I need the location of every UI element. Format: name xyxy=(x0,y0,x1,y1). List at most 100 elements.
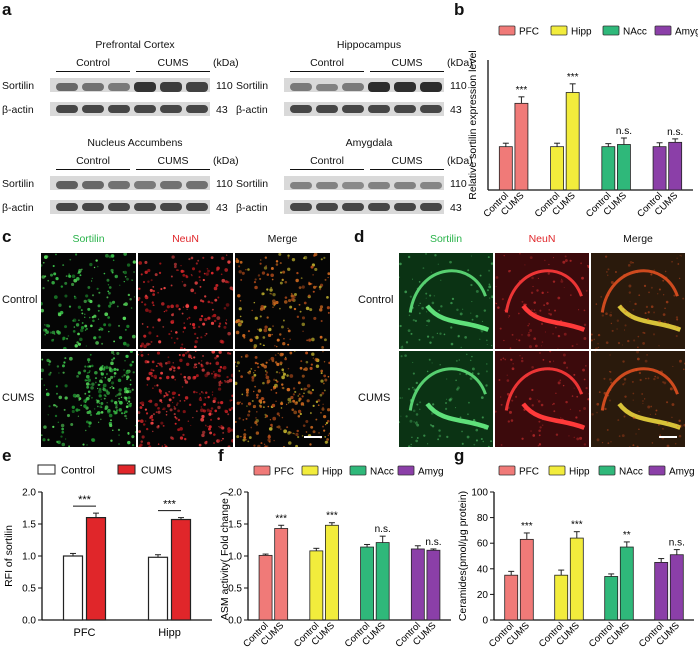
target-kda: 110 xyxy=(450,80,467,92)
legend-label: Control xyxy=(61,465,95,477)
target-band xyxy=(82,83,104,92)
blot-control-label: Control xyxy=(76,57,110,69)
target-band xyxy=(160,82,182,92)
actin-band xyxy=(56,105,78,113)
loading-label: β-actin xyxy=(236,104,268,116)
d-col-label: Sortilin xyxy=(429,233,463,245)
significance-label: *** xyxy=(326,511,338,522)
bar xyxy=(170,518,192,621)
c-col-label: NeuN xyxy=(172,233,199,245)
target-band xyxy=(134,82,156,92)
target-label: Sortilin xyxy=(2,178,35,190)
c-image-tile xyxy=(138,253,233,349)
bar xyxy=(85,516,107,621)
target-blot-strip xyxy=(50,176,210,190)
loading-label: β-actin xyxy=(2,202,34,214)
significance-label: ** xyxy=(623,530,631,541)
actin-band xyxy=(316,105,338,113)
control-lane-line xyxy=(290,71,364,72)
c-image-tile xyxy=(138,351,233,447)
target-label: Sortilin xyxy=(236,80,269,92)
y-tick-label: 1.5 xyxy=(228,520,242,531)
c-image-tile xyxy=(41,351,136,447)
bar xyxy=(569,537,584,621)
bar xyxy=(652,146,667,191)
cums-lane-line xyxy=(370,71,444,72)
loading-blot-strip xyxy=(284,102,444,116)
actin-band xyxy=(420,203,442,211)
target-band xyxy=(420,82,442,92)
d-col-label: Merge xyxy=(623,233,653,245)
target-kda: 110 xyxy=(450,178,467,190)
bar xyxy=(325,524,339,621)
target-band xyxy=(56,180,78,190)
c-row-label: Control xyxy=(2,294,38,306)
y-tick-label: 0.0 xyxy=(228,616,242,627)
loading-blot-strip xyxy=(50,200,210,214)
panel-letter-g: g xyxy=(454,446,465,465)
loading-kda: 43 xyxy=(450,202,462,214)
y-tick-label: 1.0 xyxy=(228,552,242,563)
blot-region-title: Nucleus Accumbens xyxy=(87,137,183,149)
legend-label: CUMS xyxy=(141,465,172,477)
bar xyxy=(410,548,425,621)
legend-swatch xyxy=(253,465,271,476)
bar xyxy=(309,550,324,621)
target-blot-strip xyxy=(50,78,210,92)
target-band xyxy=(290,181,312,189)
legend-swatch xyxy=(117,464,136,475)
y-tick-label: 40 xyxy=(477,564,489,575)
kda-label: (kDa) xyxy=(213,155,239,167)
blot-region-title: Prefrontal Cortex xyxy=(95,39,175,51)
blot-cums-label: CUMS xyxy=(157,155,189,167)
actin-band xyxy=(160,203,182,211)
y-tick-label: 2.0 xyxy=(228,488,242,499)
target-kda: 110 xyxy=(216,80,233,92)
cums-lane-line xyxy=(136,71,210,72)
target-band xyxy=(56,83,78,92)
bar xyxy=(514,102,529,191)
c-col-label: Merge xyxy=(267,233,298,245)
target-band xyxy=(420,181,442,189)
kda-label: (kDa) xyxy=(213,57,239,69)
actin-band xyxy=(56,203,78,211)
bar xyxy=(617,144,631,191)
loading-label: β-actin xyxy=(2,104,34,116)
actin-band xyxy=(82,203,104,211)
significance-label: n.s. xyxy=(667,127,683,138)
target-band xyxy=(108,83,130,92)
panel-letter-d: d xyxy=(354,227,365,246)
legend-label: NAcc xyxy=(619,467,643,478)
chart-e: 0.0 0.5 1.0 1.5 2.0 RFI of sortilin Control CUM… xyxy=(3,464,212,639)
bar xyxy=(669,554,684,621)
legend-label: Amyg xyxy=(675,27,698,38)
d-row-label: CUMS xyxy=(358,392,391,404)
legend-label: Hipp xyxy=(569,467,590,478)
y-tick-label: 0 xyxy=(482,616,488,627)
loading-label: β-actin xyxy=(236,202,268,214)
legend-swatch xyxy=(654,25,672,36)
target-label: Sortilin xyxy=(2,80,35,92)
panel-letter-e: e xyxy=(2,446,12,465)
significance-label: *** xyxy=(516,85,528,96)
bar xyxy=(360,546,374,621)
y-axis-label: RFI of sortilin xyxy=(3,525,15,587)
legend-swatch xyxy=(648,465,666,476)
loading-blot-strip xyxy=(50,102,210,116)
significance-label: *** xyxy=(163,499,177,511)
legend-label: Hipp xyxy=(322,467,343,478)
significance-label: n.s. xyxy=(425,537,441,548)
bar xyxy=(601,146,616,191)
y-tick-label: 100 xyxy=(471,488,488,499)
panel-letter-b: b xyxy=(454,0,465,19)
legend-label: Amyg xyxy=(669,467,695,478)
target-band xyxy=(316,83,338,91)
c-col-label: Sortilin xyxy=(72,233,105,245)
bar xyxy=(565,92,580,191)
c-row-label: CUMS xyxy=(2,392,35,404)
loading-kda: 43 xyxy=(450,104,462,116)
y-tick-label: 1.0 xyxy=(22,552,36,563)
blot-control-label: Control xyxy=(76,155,110,167)
